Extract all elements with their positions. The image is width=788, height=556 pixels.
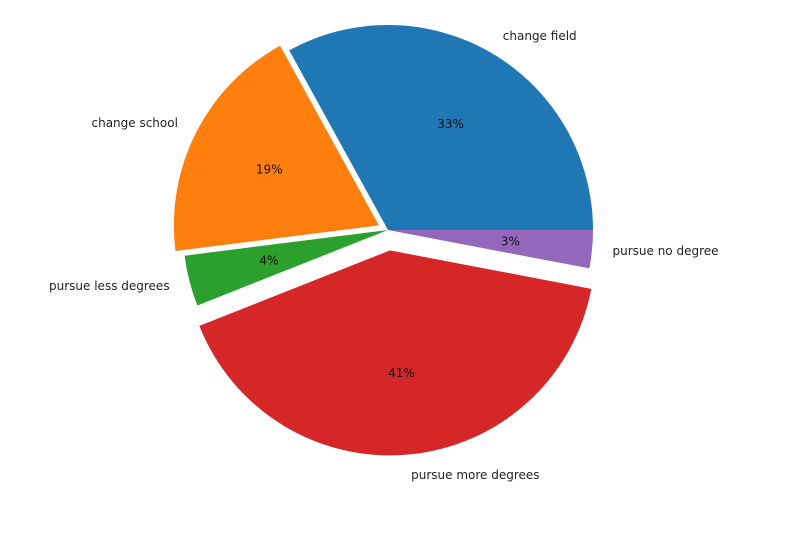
slices-layer [173,25,593,456]
slice-label: change field [503,29,577,43]
pct-label: 33% [437,117,464,131]
pie-slice-pursue-more-degrees [199,250,592,456]
slice-label: change school [91,116,177,130]
slice-label: pursue no degree [612,244,718,258]
slice-label: pursue more degrees [411,468,539,482]
pie-slice-change-school [173,45,379,252]
pct-label: 41% [388,366,415,380]
pct-label: 19% [256,163,283,177]
pie-slice-pursue-no-degree [388,230,593,269]
pct-label: 3% [501,235,520,249]
pct-label: 4% [259,254,278,268]
pie-slice-pursue-less-degrees [184,230,388,306]
pie-slice-change-field [289,25,593,231]
slice-label: pursue less degrees [49,279,170,293]
labels-layer: 33% change field 19% change school 4% pursue … [49,29,719,482]
